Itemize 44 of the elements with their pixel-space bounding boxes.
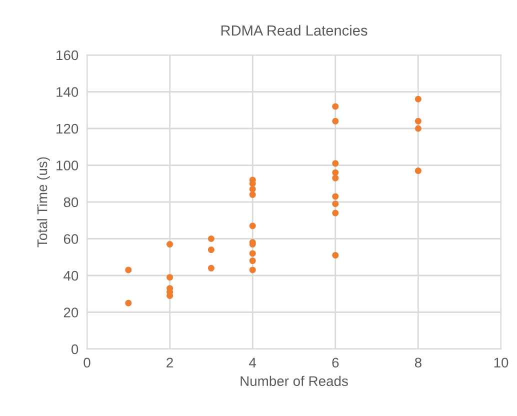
y-tick-label: 60	[64, 234, 78, 244]
chart-title: RDMA Read Latencies	[221, 24, 368, 36]
point	[332, 160, 339, 167]
x-tick-label: 6	[332, 358, 339, 368]
x-tick-label: 10	[494, 358, 508, 368]
point	[332, 118, 339, 124]
point	[249, 258, 256, 264]
x-axis-title: Number of Reads	[240, 376, 348, 386]
point	[166, 241, 174, 248]
y-tick-label: 0	[71, 344, 78, 354]
y-tick-label: 40	[64, 270, 78, 281]
point	[332, 103, 339, 110]
x-tick-label: 8	[414, 358, 422, 368]
point	[249, 266, 256, 274]
point	[332, 210, 339, 216]
y-tick-label: 80	[64, 197, 78, 208]
point	[332, 169, 339, 176]
point	[414, 168, 422, 174]
point	[249, 191, 256, 198]
point	[208, 246, 214, 254]
y-tick-label: 140	[56, 87, 78, 97]
point	[332, 193, 339, 200]
point	[332, 174, 339, 182]
y-tick-label: 20	[64, 308, 78, 318]
point	[414, 125, 422, 132]
point	[125, 300, 132, 306]
point	[208, 264, 214, 272]
y-tick-label: 160	[56, 50, 78, 60]
x-tick-label: 4	[249, 358, 256, 368]
point	[332, 200, 339, 208]
point	[249, 250, 256, 257]
point	[208, 235, 214, 242]
point	[414, 118, 422, 124]
point	[249, 222, 256, 230]
x-tick-label: 2	[166, 358, 173, 368]
y-tick-label: 120	[56, 124, 78, 134]
point	[125, 266, 132, 274]
point	[414, 96, 422, 102]
y-tick-label: 100	[56, 160, 78, 170]
y-axis-title: Total Time (us)	[36, 157, 50, 248]
point	[249, 186, 256, 192]
x-tick-label: 0	[84, 358, 90, 368]
point	[332, 252, 339, 259]
point	[166, 274, 174, 281]
